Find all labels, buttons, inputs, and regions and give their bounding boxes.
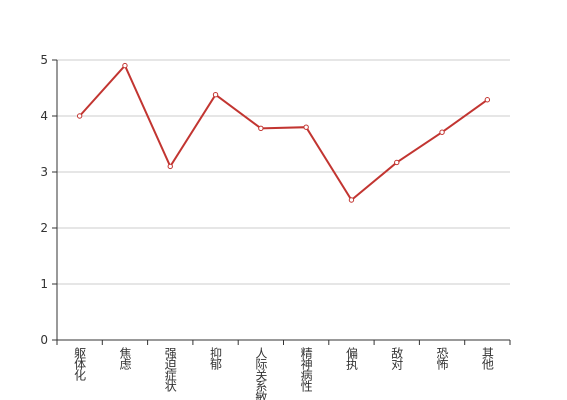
- y-tick-label: 2: [40, 221, 48, 235]
- point: [122, 62, 128, 69]
- x-tick-label: 躯体化: [73, 346, 87, 382]
- x-tick-label: 抑郁: [209, 346, 223, 371]
- y-tick-label: 5: [40, 53, 48, 67]
- point: [76, 113, 83, 119]
- x-tick-label: 焦虑: [118, 347, 132, 370]
- x-tick-label: 强迫症状: [163, 347, 177, 392]
- point: [484, 97, 491, 103]
- x-tick-label: 精神病性: [299, 347, 313, 393]
- point: [303, 124, 309, 130]
- line: [78, 63, 488, 202]
- x-tick-label: 人际关系敏感: [254, 347, 268, 400]
- x-tick-label: 恐怖: [435, 347, 449, 370]
- point: [394, 159, 400, 166]
- point: [439, 129, 445, 135]
- y-tick-label: 4: [40, 109, 48, 123]
- point: [348, 197, 355, 203]
- y-tick-label: 3: [40, 165, 48, 179]
- point: [167, 163, 173, 170]
- point: [212, 92, 219, 98]
- y-tick-label: 1: [40, 277, 48, 291]
- x-tick-label: 偏执: [344, 346, 358, 371]
- x-tick-label: 其他: [480, 347, 494, 370]
- y-tick-label: 0: [40, 333, 48, 347]
- x-tick-label: 敌对: [390, 346, 404, 370]
- point: [258, 125, 264, 132]
